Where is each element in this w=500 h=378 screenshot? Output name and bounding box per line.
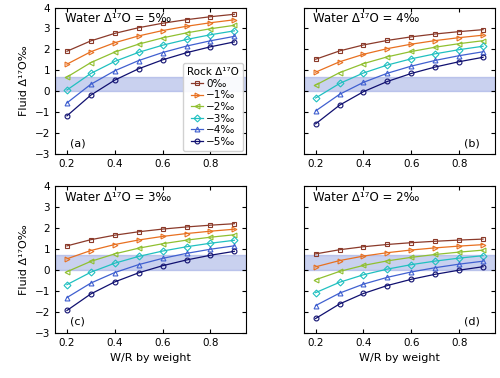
Text: (a): (a) — [70, 138, 86, 148]
Bar — [304, 77, 495, 91]
Text: (b): (b) — [464, 138, 479, 148]
Text: (d): (d) — [464, 317, 479, 327]
Legend: 0‰, −1‰, −2‰, −3‰, −4‰, −5‰: 0‰, −1‰, −2‰, −3‰, −4‰, −5‰ — [183, 63, 243, 151]
Bar — [55, 77, 246, 91]
Text: Water Δ¹⁷O = 2‰: Water Δ¹⁷O = 2‰ — [314, 191, 420, 204]
Y-axis label: Fluid Δ¹⁷O‰: Fluid Δ¹⁷O‰ — [19, 45, 29, 116]
X-axis label: W/R by weight: W/R by weight — [359, 353, 440, 363]
Y-axis label: Fluid Δ¹⁷O‰: Fluid Δ¹⁷O‰ — [19, 224, 29, 295]
Bar — [304, 255, 495, 270]
Text: Water Δ¹⁷O = 4‰: Water Δ¹⁷O = 4‰ — [314, 12, 420, 25]
Text: (c): (c) — [70, 317, 85, 327]
Text: Water Δ¹⁷O = 3‰: Water Δ¹⁷O = 3‰ — [64, 191, 171, 204]
X-axis label: W/R by weight: W/R by weight — [110, 353, 191, 363]
Bar — [55, 255, 246, 270]
Text: Water Δ¹⁷O = 5‰: Water Δ¹⁷O = 5‰ — [64, 12, 171, 25]
